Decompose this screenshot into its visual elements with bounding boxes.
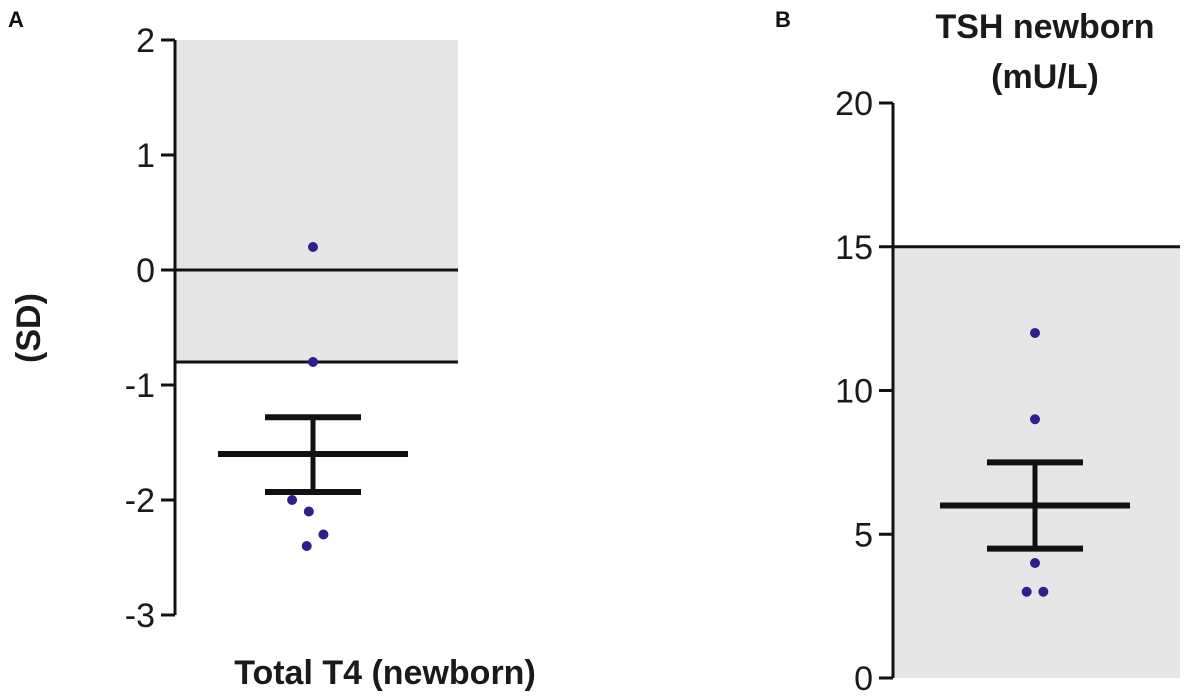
y-tick-label: 5 [854,516,873,554]
data-point [1030,558,1040,568]
panel-label: B [775,7,791,32]
data-point [308,242,318,252]
y-tick-label: 0 [136,252,155,290]
data-point [1021,586,1032,597]
shaded-range [175,40,458,362]
y-tick-label: -2 [125,482,155,520]
y-tick-label: -1 [125,367,155,405]
data-point [1030,328,1040,338]
y-tick-label: 15 [835,229,873,267]
chart-title-line: TSH newborn [935,8,1154,46]
data-point [318,529,329,540]
panel-label: A [8,7,24,32]
y-tick-label: 1 [136,137,155,175]
data-point [1038,586,1049,597]
panel-a: 2 1 0 -1 -2 -3 A Total T4 (newborn) (SD) [8,7,536,692]
data-point [301,541,312,551]
data-point [1030,414,1040,425]
x-axis-label: Total T4 (newborn) [234,654,536,692]
data-point [308,357,318,367]
y-tick-label: 2 [136,22,155,60]
data-point [303,506,314,517]
y-tick-label: 0 [854,660,873,698]
y-tick-label: 20 [835,85,873,123]
chart-title-line: (mU/L) [991,58,1099,96]
y-tick-label: -3 [125,597,155,635]
y-axis-label: (SD) [10,293,48,363]
data-point [287,495,298,505]
y-tick-label: 10 [835,373,873,411]
panel-b: 20 15 10 5 0 B TSH newborn (mU/L) [775,7,1180,698]
